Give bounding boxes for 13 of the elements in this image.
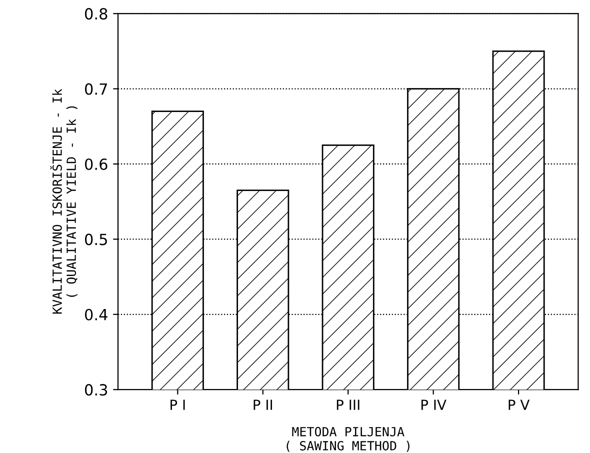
x-tick-label: P I: [170, 400, 185, 410]
y-tick-label: 0.4: [84, 308, 108, 320]
x-axis-title: METODA PILJENJA ( SAWING METHOD ): [286, 426, 410, 452]
x-tick-label: P III: [336, 400, 360, 410]
y-tick-label: 0.6: [84, 158, 108, 170]
y-tick-label: 0.3: [84, 384, 108, 396]
x-tick-label: P IV: [421, 400, 446, 410]
x-tick-label: P II: [254, 400, 272, 410]
y-tick-label: 0.8: [84, 8, 108, 20]
y-tick-label: 0.7: [84, 83, 107, 95]
y-axis-title: KVALITATIVNO ISKORIŠTENJE - Ik ( QUALITATIVE YIELD - Ik ): [50, 88, 78, 314]
y-tick-label: 0.5: [84, 234, 107, 246]
x-tick-label: P V: [508, 400, 530, 410]
